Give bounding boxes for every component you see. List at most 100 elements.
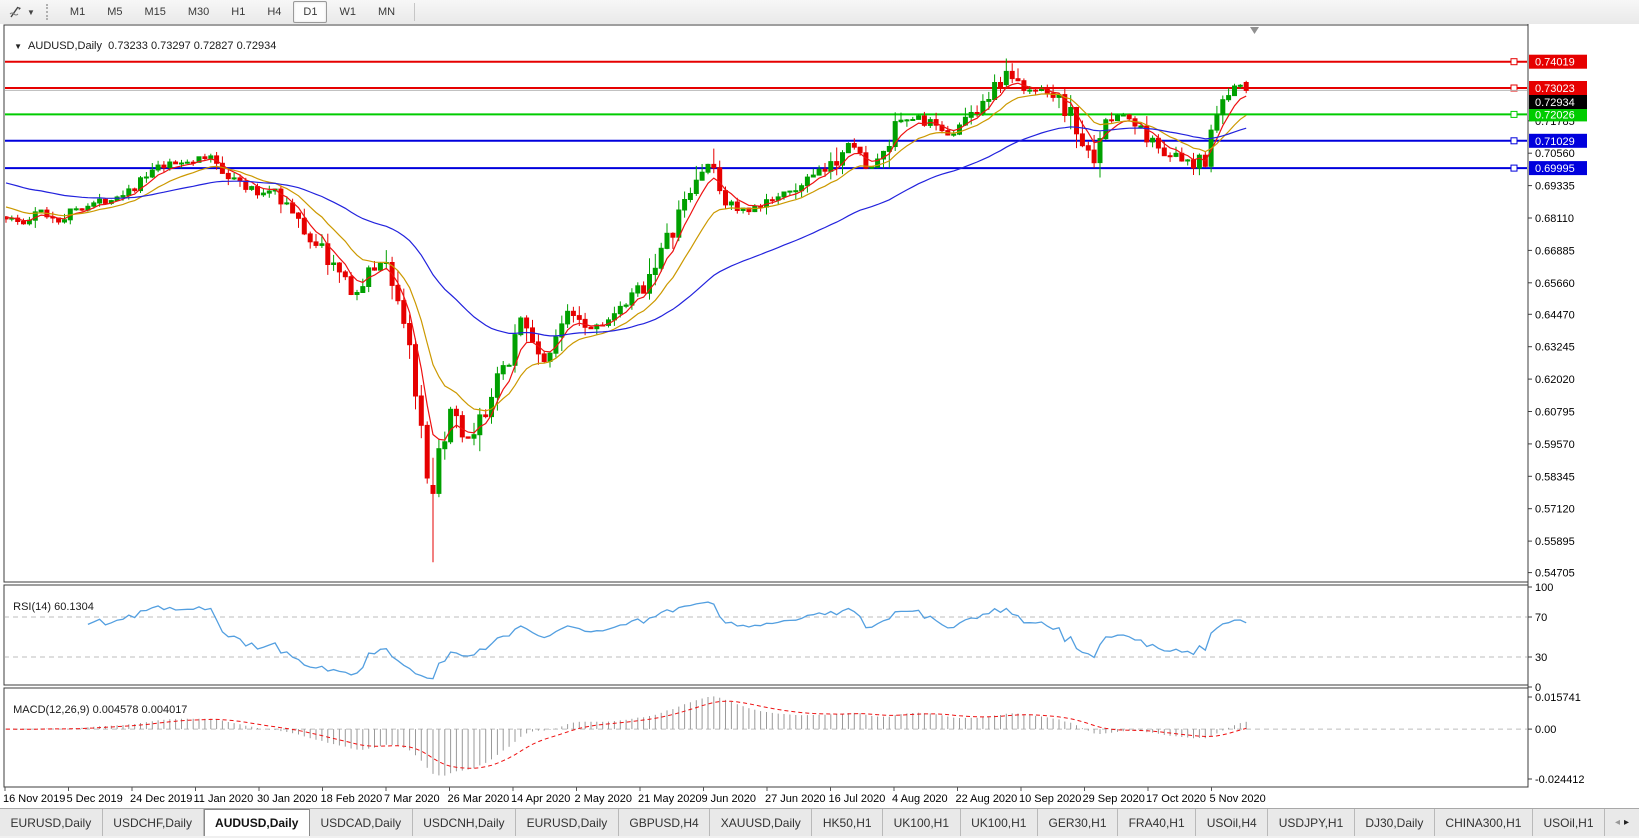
symbol-tab-eurusd-daily[interactable]: EURUSD,Daily: [0, 809, 103, 836]
candle: [448, 406, 454, 445]
symbol-tab-usdjpy-h1[interactable]: USDJPY,H1: [1268, 809, 1355, 836]
price-tick-label: 0.65660: [1535, 278, 1575, 290]
price-tick-label: 0.57120: [1535, 504, 1575, 516]
time-axis[interactable]: 16 Nov 2019 5 Dec 2019 24 Dec 2019 11 Jan 2…: [3, 787, 1266, 805]
symbol-tab-usdchf-daily[interactable]: USDCHF,Daily: [102, 809, 204, 836]
candle: [418, 385, 424, 439]
candle: [1050, 84, 1056, 102]
candle: [1085, 141, 1091, 159]
candle: [1196, 153, 1202, 176]
date-tick-label: 24 Dec 2019: [130, 793, 192, 805]
cursor-tool-caret[interactable]: ▼: [27, 7, 35, 17]
level-line-handle[interactable]: [1510, 84, 1518, 92]
candle: [301, 208, 307, 236]
candle: [1109, 112, 1115, 123]
current-price-badge: 0.72934: [1529, 95, 1587, 109]
candle: [1144, 116, 1150, 148]
price-axis[interactable]: 0.717850.705600.693350.681100.668850.656…: [1527, 24, 1587, 787]
candle: [354, 289, 360, 301]
horizontal-level-lines[interactable]: [4, 58, 1528, 172]
candle: [202, 153, 208, 161]
tab-scroll-buttons: ◂ ▸: [1605, 809, 1639, 836]
symbol-tab-audusd-daily[interactable]: AUDUSD,Daily: [203, 809, 310, 836]
crosshair-cursor-icon: [9, 6, 21, 18]
candle: [155, 160, 161, 173]
level-line-handle[interactable]: [1510, 137, 1518, 145]
symbol-tab-usoil-h1[interactable]: USOil,H1: [1532, 809, 1606, 836]
timeframe-button-mn[interactable]: MN: [377, 6, 396, 18]
date-tick-label: 26 Mar 2020: [448, 793, 510, 805]
candle: [845, 142, 851, 154]
level-price-badge: 0.69995: [1529, 161, 1587, 176]
candle: [998, 76, 1003, 93]
toolbar-grip: [45, 4, 53, 20]
toolbar-separator: [414, 3, 416, 21]
candle: [559, 315, 565, 351]
date-tick-label: 21 May 2020: [638, 793, 702, 805]
symbol-tab-usoil-h4[interactable]: USOil,H4: [1196, 809, 1269, 836]
rsi-tick-label: 30: [1535, 652, 1547, 664]
symbol-tab-xauusd-daily[interactable]: XAUUSD,Daily: [710, 809, 813, 836]
price-tick-label: 0.68110: [1535, 213, 1574, 225]
level-line-handle[interactable]: [1510, 164, 1518, 172]
level-line-handle[interactable]: [1510, 58, 1518, 66]
timeframe-button-w1[interactable]: W1: [339, 6, 356, 18]
candle: [822, 163, 828, 177]
candle: [249, 185, 255, 191]
tab-scroll-left-icon[interactable]: ◂: [1615, 817, 1621, 828]
fast-ma-line: [5, 82, 1247, 441]
macd-tick-label: 0.00: [1535, 724, 1556, 736]
candle: [1091, 135, 1097, 168]
price-shift-marker[interactable]: [1250, 27, 1259, 34]
slow-ma-line: [5, 126, 1247, 337]
timeframe-button-h4[interactable]: H4: [267, 6, 282, 18]
candle: [442, 431, 448, 460]
candle: [348, 272, 354, 296]
candle: [79, 208, 85, 212]
timeframe-button-m5[interactable]: M5: [107, 6, 123, 18]
candle: [231, 172, 237, 180]
symbol-tab-hk50-h1[interactable]: HK50,H1: [812, 809, 884, 836]
candle: [506, 363, 512, 367]
candle: [21, 218, 26, 225]
candle: [1232, 83, 1237, 97]
timeframe-button-m1[interactable]: M1: [69, 6, 86, 18]
candle: [1015, 68, 1021, 82]
symbol-tab-usdcnh-daily[interactable]: USDCNH,Daily: [412, 809, 517, 836]
symbol-tab-usdcad-daily[interactable]: USDCAD,Daily: [309, 809, 413, 836]
candle: [1214, 105, 1220, 133]
chart-dropdown-icon[interactable]: ▼: [14, 42, 23, 51]
symbol-tab-eurusd-daily[interactable]: EURUSD,Daily: [516, 809, 619, 836]
symbol-tab-china300-h1[interactable]: CHINA300,H1: [1434, 809, 1533, 836]
price-tick-label: 0.55895: [1535, 536, 1575, 548]
candle: [705, 163, 711, 175]
candle: [1009, 63, 1015, 83]
macd-name: MACD(12,26,9): [13, 704, 90, 716]
symbol-tab-dj30-daily[interactable]: DJ30,Daily: [1354, 809, 1435, 836]
price-tick-label: 0.62020: [1535, 374, 1575, 386]
candle: [1003, 58, 1009, 89]
timeframe-button-d1[interactable]: D1: [293, 1, 328, 23]
candle: [1237, 84, 1243, 89]
candle: [810, 168, 816, 178]
timeframe-button-m30[interactable]: M30: [187, 6, 210, 18]
candle: [184, 159, 190, 164]
date-tick-label: 16 Jul 2020: [829, 793, 886, 805]
tab-scroll-right-icon[interactable]: ▸: [1624, 817, 1630, 828]
symbol-tab-uk100-h1[interactable]: UK100,H1: [883, 809, 961, 836]
symbol-tab-uk100-h1[interactable]: UK100,H1: [960, 809, 1038, 836]
candle: [565, 304, 571, 328]
symbol-tab-ger30-h1[interactable]: GER30,H1: [1037, 809, 1119, 836]
candle: [1243, 80, 1249, 94]
level-line-handle[interactable]: [1510, 110, 1518, 118]
chart-symbol-period: AUDUSD,Daily: [28, 40, 103, 52]
candle: [430, 457, 436, 563]
cursor-tool-button[interactable]: ▼: [4, 3, 40, 21]
symbol-tab-fra40-h1[interactable]: FRA40,H1: [1118, 809, 1197, 836]
level-price-badge: 0.73023: [1529, 81, 1587, 95]
timeframe-button-h1[interactable]: H1: [231, 6, 246, 18]
symbol-tab-gbpusd-h4[interactable]: GBPUSD,H4: [618, 809, 711, 836]
candle: [524, 315, 530, 342]
timeframe-button-m15[interactable]: M15: [144, 6, 166, 18]
